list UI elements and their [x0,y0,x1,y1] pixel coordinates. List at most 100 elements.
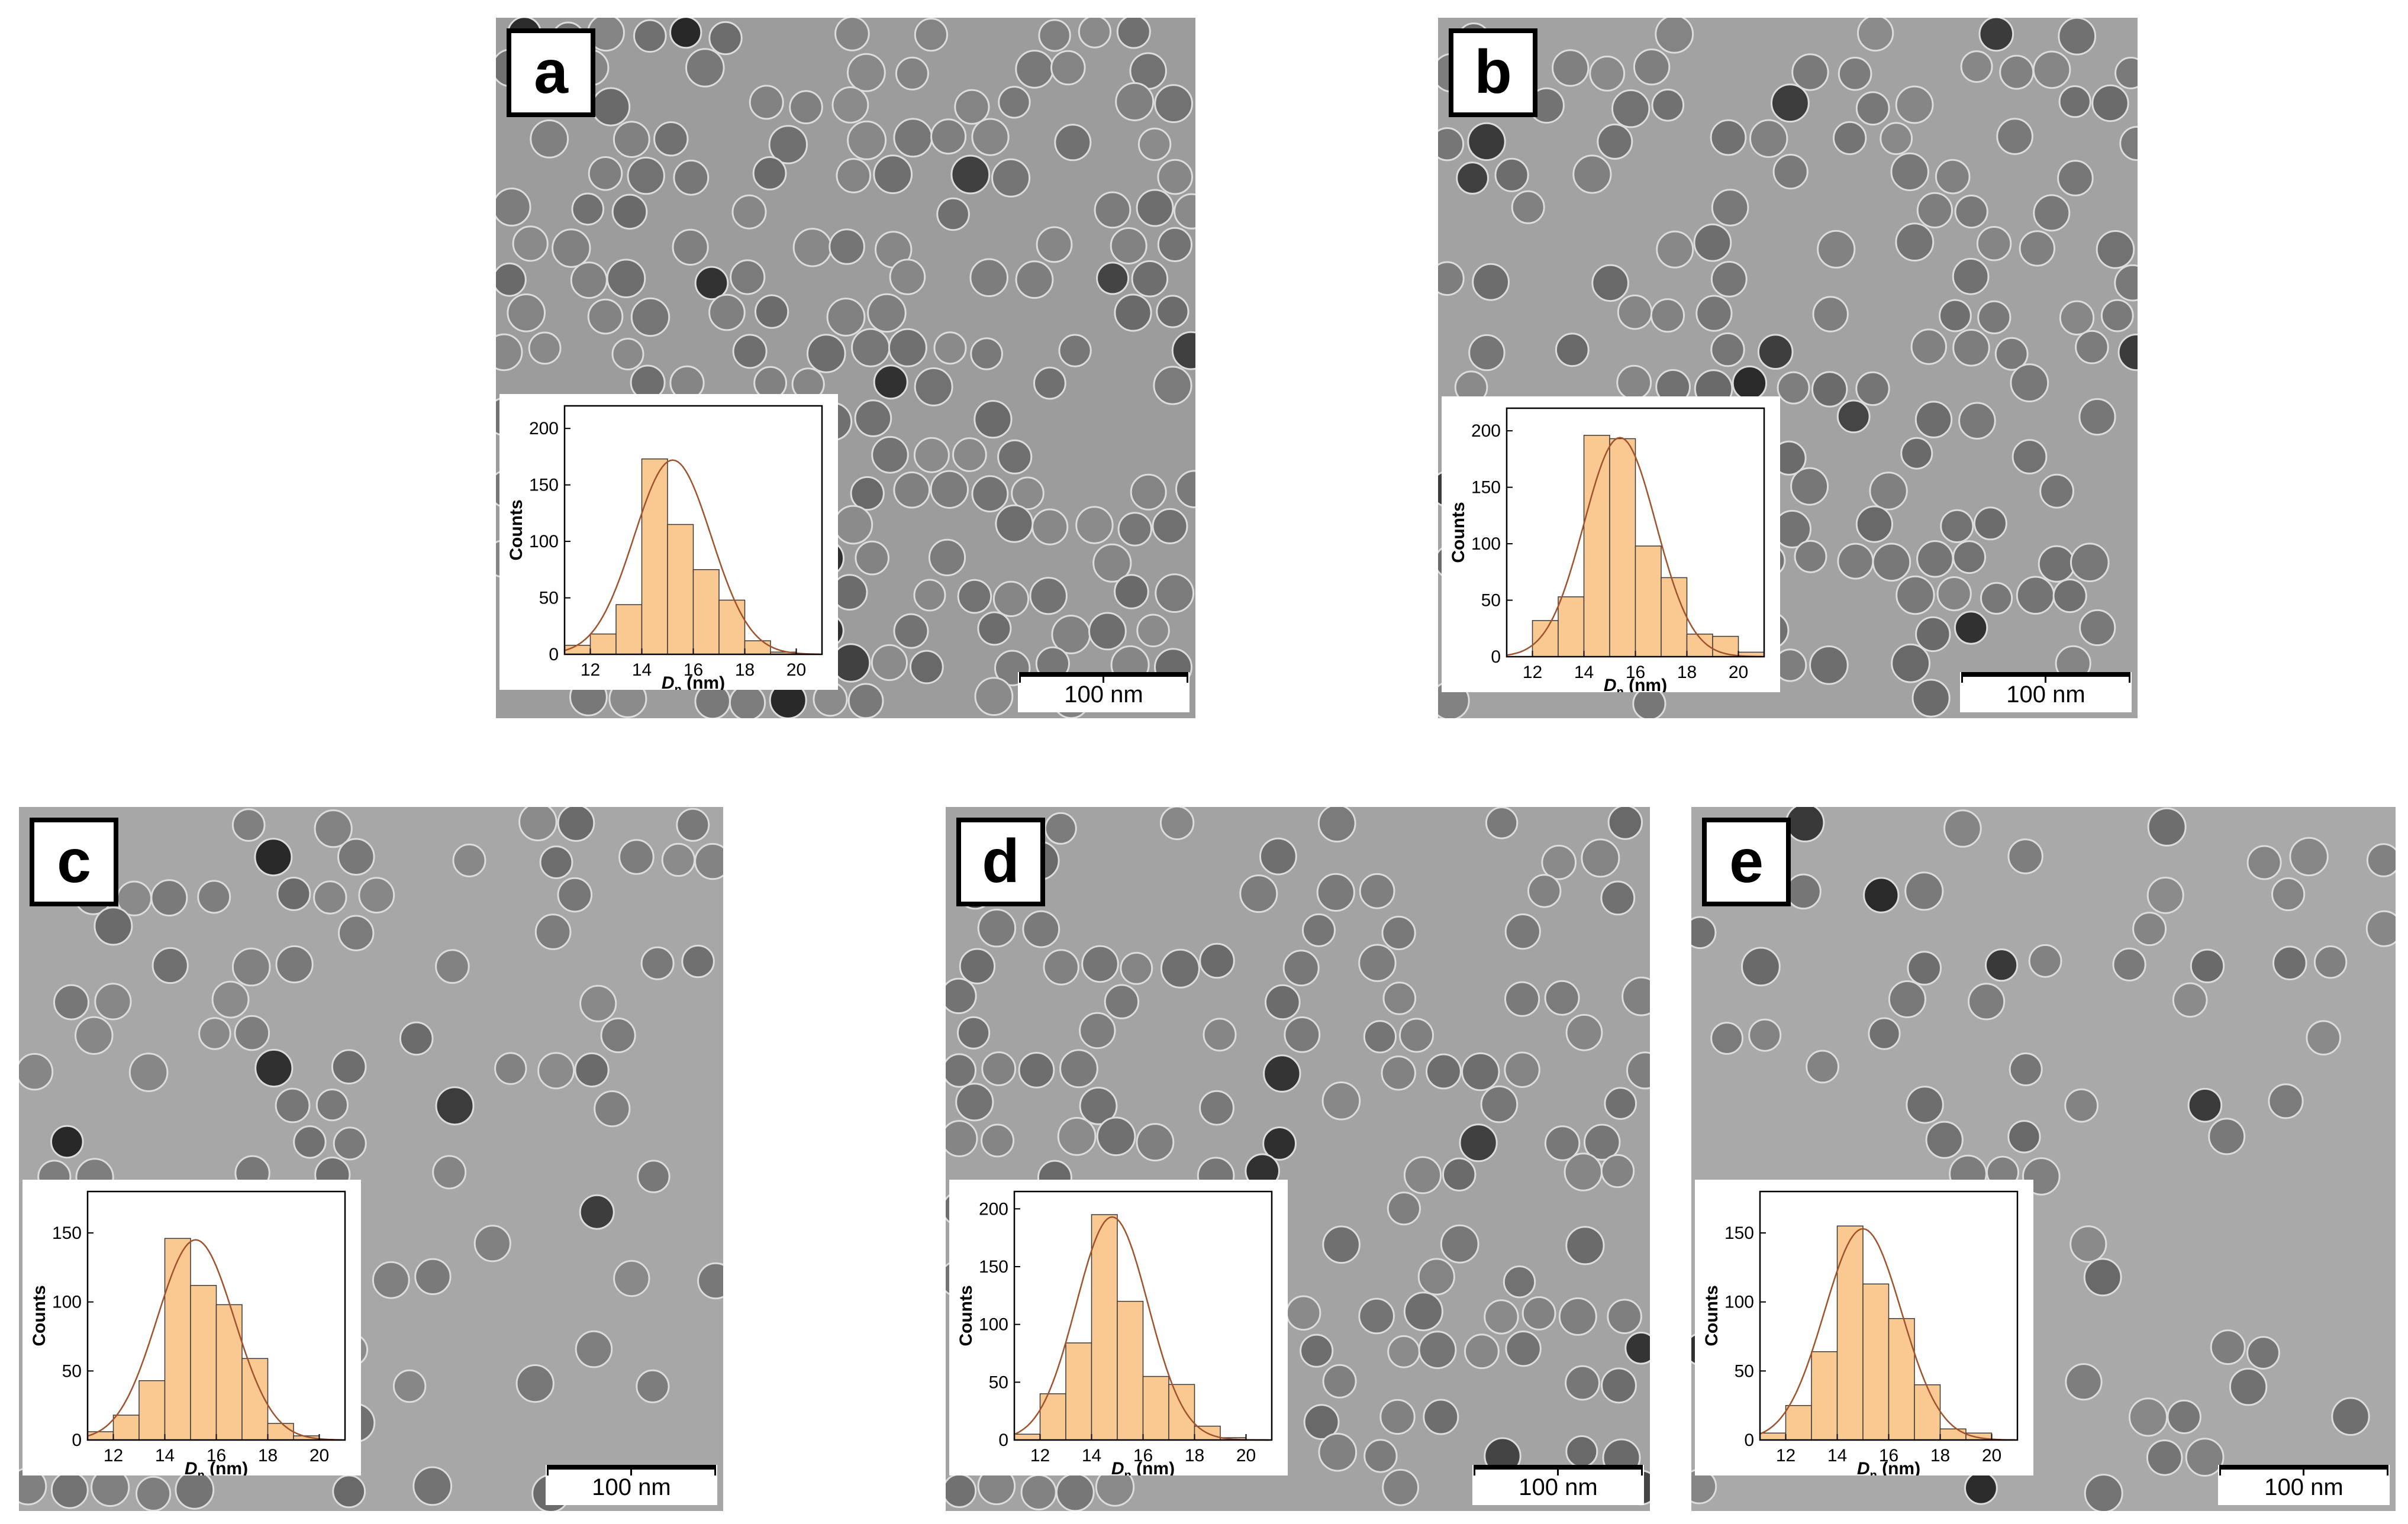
nanoparticle [2365,910,2396,947]
nanoparticle [1159,807,1195,841]
histogram-inset: 12 14 16 18 20 0 50 100 150 Dn (nm) Counts [1695,1180,2033,1475]
nanoparticle [1468,334,1506,372]
histogram-inset: 12 14 16 18 20 0 50 100 150 200 Dn (nm) Counts [949,1180,1288,1475]
y-tick-label: 0 [72,1431,82,1450]
nanoparticle [1785,873,1822,910]
nanoparticle-field [496,18,1195,718]
scale-bar: 100 nm [1472,1465,1644,1505]
nanoparticle [588,156,623,191]
nanoparticle [1464,1334,1500,1370]
nanoparticle [432,1155,467,1190]
nanoparticle [1958,402,1996,440]
nanoparticle [653,121,689,157]
nanoparticle [276,876,311,911]
nanoparticle [826,298,866,337]
nanoparticle [2167,1399,2201,1435]
nanoparticle [731,194,767,230]
x-axis-label: Dn (nm) [1111,1459,1175,1475]
nanoparticle [392,1369,427,1403]
nanoparticle [594,1090,631,1128]
tem-panel-a: a 12 14 16 18 20 0 50 100 150 200 Dn (nm) Counts 10… [496,18,1195,718]
nanoparticle [1403,1291,1443,1332]
nanoparticle [847,683,884,718]
x-tick-label: 14 [1574,663,1594,682]
nanoparticle [1812,296,1849,332]
y-axis-label: Counts [30,1285,49,1346]
nanoparticle [1617,294,1653,330]
nanoparticle [1461,1052,1500,1092]
nanoparticle [1078,18,1111,49]
nanoparticle [914,18,949,52]
histogram-bar [641,458,668,655]
histogram-bar [1785,1404,1812,1441]
nanoparticle [1403,1156,1442,1194]
scale-bar: 100 nm [546,1465,717,1505]
nanoparticle [1157,159,1193,195]
nanoparticle [2059,300,2095,335]
nanoparticle [2132,912,2167,947]
nanoparticle [950,154,991,195]
nanoparticle [1916,192,1954,228]
nanoparticle [211,980,250,1019]
nanoparticle [952,437,987,472]
nanoparticle [1137,127,1172,162]
y-tick-label: 0 [1744,1431,1754,1450]
nanoparticle [1900,437,1933,470]
nanoparticle [1321,1081,1361,1121]
nanoparticle [2147,807,2187,847]
nanoparticle [1904,871,1944,911]
nanoparticle [1022,910,1060,948]
nanoparticle [867,293,907,333]
nanoparticle [1910,328,1947,365]
y-tick-label: 100 [52,1293,82,1312]
nanoparticle [579,1194,615,1230]
nanoparticle [50,1125,84,1159]
nanoparticle [1057,1117,1097,1156]
nanoparticle [1423,1399,1459,1435]
nanoparticle [1748,1018,1782,1052]
nanoparticle [749,85,784,120]
nanoparticle [893,613,929,649]
nanoparticle [1939,299,1972,332]
nanoparticle [1890,152,1929,192]
x-tick-label: 20 [1982,1446,2001,1465]
nanoparticle [694,842,723,880]
nanoparticle [1711,189,1749,227]
nanoparticle [1153,366,1192,405]
nanoparticle [2078,398,2116,436]
nanoparticle [1655,18,1694,54]
nanoparticle [1817,230,1856,269]
tem-panel-d: d 12 14 16 18 20 0 50 100 150 200 Dn (nm) Counts 10… [946,807,1650,1511]
nanoparticle [2011,439,2048,474]
nanoparticle [1604,1087,1637,1120]
nanoparticle [752,156,787,190]
nanoparticle [2289,837,2329,877]
nanoparticle [873,154,913,195]
nanoparticle [630,297,670,337]
nanoparticle [1552,49,1590,87]
x-tick-label: 14 [632,660,652,680]
nanoparticle [1935,159,1971,195]
nanoparticle [1863,877,1900,913]
nanoparticle [1558,1297,1597,1336]
histogram-bar [615,604,643,655]
y-tick-label: 150 [979,1257,1008,1277]
x-tick-label: 14 [1082,1446,1101,1465]
nanoparticle [1152,508,1188,544]
nanoparticle [889,259,926,295]
nanoparticle [995,504,1034,543]
nanoparticle [2331,1397,2370,1436]
nanoparticle [1136,1123,1175,1162]
nanoparticle [1459,1123,1498,1163]
y-tick-label: 200 [1471,421,1501,441]
nanoparticle [2009,1052,2043,1086]
nanoparticle [1977,300,2011,334]
nanoparticle [1120,952,1153,985]
nanoparticle [997,439,1033,474]
nanoparticle [1104,984,1140,1019]
nanoparticle [2366,843,2396,877]
nanoparticle [1521,1296,1556,1331]
nanoparticle [1895,85,1934,124]
nanoparticle [1565,1226,1605,1265]
nanoparticle [2096,230,2135,269]
